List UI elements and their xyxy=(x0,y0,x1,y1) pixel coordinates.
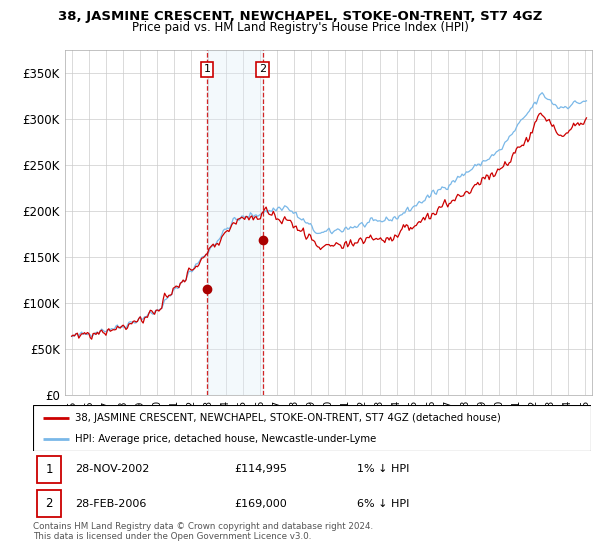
Text: 2: 2 xyxy=(259,64,266,74)
Text: 1: 1 xyxy=(46,463,53,475)
Text: 28-NOV-2002: 28-NOV-2002 xyxy=(75,464,149,474)
Bar xyxy=(37,455,61,483)
Text: 28-FEB-2006: 28-FEB-2006 xyxy=(75,499,146,509)
Text: 6% ↓ HPI: 6% ↓ HPI xyxy=(356,499,409,509)
Text: Price paid vs. HM Land Registry's House Price Index (HPI): Price paid vs. HM Land Registry's House … xyxy=(131,21,469,34)
Text: 2: 2 xyxy=(46,497,53,510)
Text: 1: 1 xyxy=(203,64,211,74)
Text: 1% ↓ HPI: 1% ↓ HPI xyxy=(356,464,409,474)
Text: HPI: Average price, detached house, Newcastle-under-Lyme: HPI: Average price, detached house, Newc… xyxy=(75,435,376,444)
Text: £114,995: £114,995 xyxy=(234,464,287,474)
Text: 38, JASMINE CRESCENT, NEWCHAPEL, STOKE-ON-TRENT, ST7 4GZ (detached house): 38, JASMINE CRESCENT, NEWCHAPEL, STOKE-O… xyxy=(75,413,501,423)
Bar xyxy=(37,491,61,517)
Text: Contains HM Land Registry data © Crown copyright and database right 2024.
This d: Contains HM Land Registry data © Crown c… xyxy=(33,522,373,542)
Text: 38, JASMINE CRESCENT, NEWCHAPEL, STOKE-ON-TRENT, ST7 4GZ: 38, JASMINE CRESCENT, NEWCHAPEL, STOKE-O… xyxy=(58,10,542,23)
Text: £169,000: £169,000 xyxy=(234,499,287,509)
Bar xyxy=(207,50,263,395)
